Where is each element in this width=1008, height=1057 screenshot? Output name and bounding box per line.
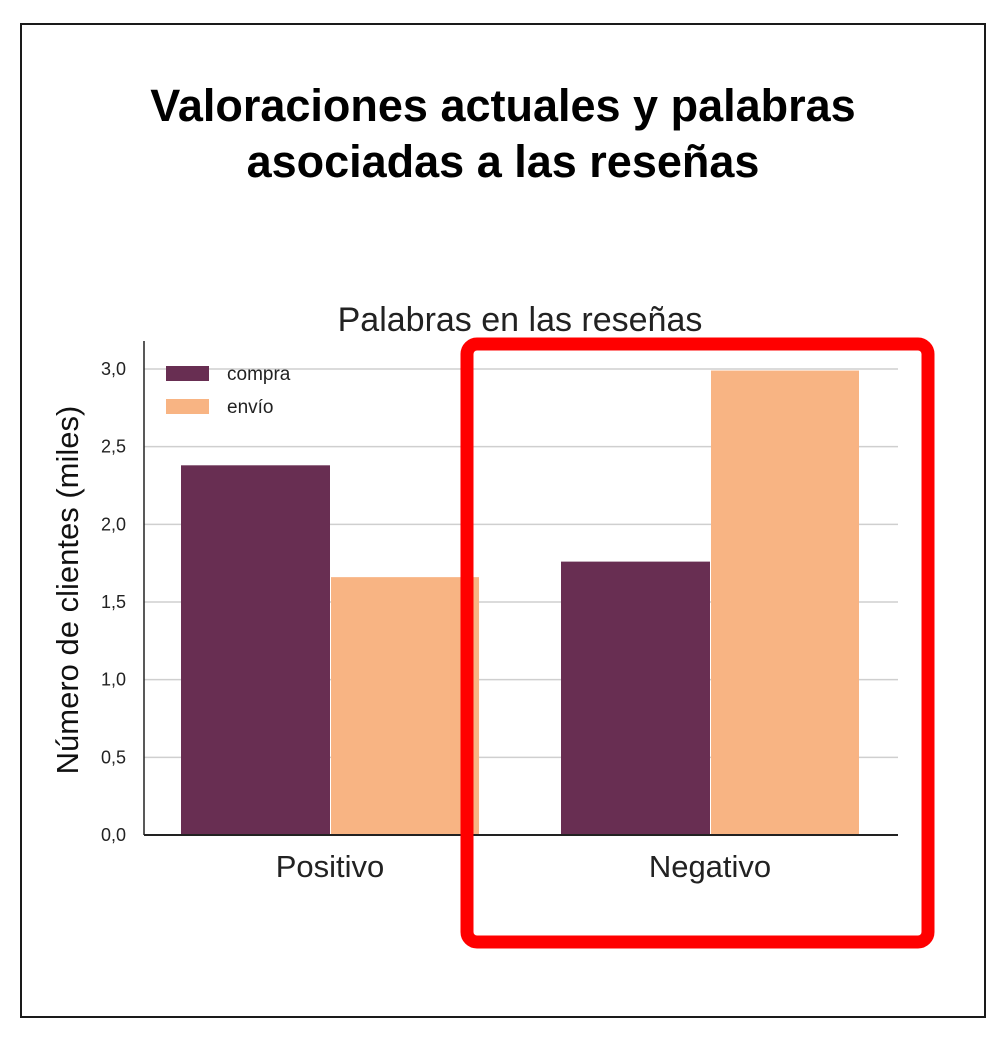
chart-frame: [20, 23, 986, 1018]
main-title-line-1: Valoraciones actuales y palabras: [150, 80, 856, 131]
highlight: [460, 337, 935, 949]
bar-envío-Negativo: [711, 370, 859, 835]
y-tick-label: 3,0: [101, 359, 126, 379]
y-axis-label: Número de clientes (miles): [50, 406, 85, 775]
axes: 0,0 0,5 1,0 1,5 2,0 2,5 3,0 Positivo Negativo: [101, 341, 898, 884]
y-tick-label: 1,0: [101, 670, 126, 690]
main-title: Valoraciones actuales y palabras asociad…: [20, 78, 986, 190]
legend-label-envío: envío: [227, 397, 273, 418]
highlight-box: [460, 337, 935, 949]
chart-subtitle: Palabras en las reseñas: [338, 301, 703, 339]
bars: [181, 370, 859, 835]
x-category-label: Negativo: [649, 849, 771, 884]
legend-label-compra: compra: [227, 364, 291, 385]
bar-compra-Negativo: [561, 561, 710, 835]
legend-swatch-envío: [166, 399, 209, 414]
y-tick-label: 1,5: [101, 592, 126, 612]
y-tick-label: 0,0: [101, 825, 126, 845]
legend-swatch-compra: [166, 366, 209, 381]
main-title-line-2: asociadas a las reseñas: [246, 136, 760, 187]
y-tick-label: 2,5: [101, 437, 126, 457]
y-tick-label: 0,5: [101, 747, 126, 767]
bar-compra-Positivo: [181, 465, 330, 835]
legend: compra envío: [166, 364, 291, 418]
y-tick-label: 2,0: [101, 514, 126, 534]
bar-envío-Positivo: [331, 577, 479, 835]
x-category-label: Positivo: [276, 849, 385, 884]
